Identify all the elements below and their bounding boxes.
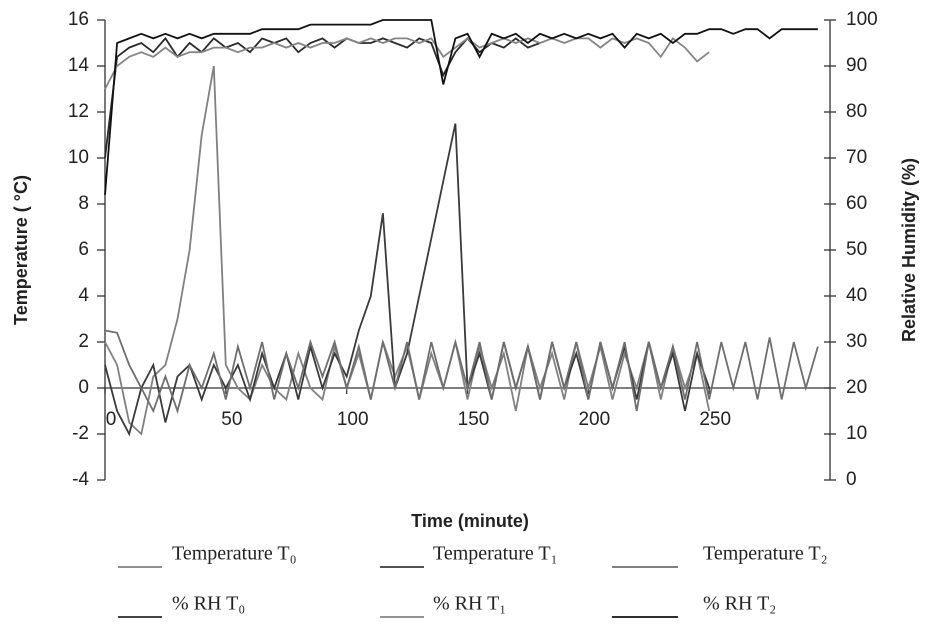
y2-tick-label: 30 [846, 331, 867, 352]
y-tick-label: 0 [78, 377, 89, 398]
x-axis-title: Time (minute) [411, 511, 529, 531]
legend-label: Temperature T₀ [172, 543, 297, 565]
y2-tick-label: 10 [846, 423, 867, 444]
y2-tick-label: 70 [846, 147, 867, 168]
series-line [104, 65, 711, 436]
x-tick-label: 150 [458, 409, 490, 430]
y2-tick-label: 50 [846, 239, 867, 260]
legend-label: % RH T₂ [703, 593, 776, 615]
y-tick-label: 16 [68, 9, 89, 30]
y-tick-label: 12 [68, 101, 89, 122]
y2-tick-label: 20 [846, 377, 867, 398]
y-tick-label: 4 [78, 285, 89, 306]
y2-tick-label: 80 [846, 101, 867, 122]
legend-label: % RH T₀ [172, 593, 245, 615]
x-tick-label: 200 [578, 409, 610, 430]
y-tick-label: 8 [78, 193, 89, 214]
y-tick-label: 14 [68, 55, 90, 76]
y2-axis-title: Relative Humidity (%) [899, 158, 919, 342]
x-tick-label: 250 [699, 409, 731, 430]
legend-label: Temperature T₁ [433, 543, 558, 565]
x-tick-label: 100 [337, 409, 369, 430]
series-line [104, 329, 819, 415]
series-line [104, 19, 818, 195]
x-tick-label: 0 [106, 409, 117, 430]
y2-tick-label: 60 [846, 193, 867, 214]
series-line [104, 37, 710, 90]
y2-tick-label: 100 [846, 9, 878, 30]
y2-tick-label: 40 [846, 285, 867, 306]
y-axis-title: Temperature ( °C) [11, 175, 31, 325]
y2-tick-label: 90 [846, 55, 867, 76]
legend-label: % RH T₁ [433, 593, 506, 615]
y2-tick-label: 0 [846, 469, 857, 490]
y-tick-label: 10 [68, 147, 89, 168]
y-tick-label: 6 [78, 239, 89, 260]
y-tick-label: 2 [78, 331, 89, 352]
x-tick-label: 50 [221, 409, 242, 430]
y-tick-label: -4 [72, 469, 89, 490]
y-tick-label: -2 [72, 423, 89, 444]
series-line [104, 36, 541, 159]
legend-label: Temperature T₂ [703, 543, 828, 565]
